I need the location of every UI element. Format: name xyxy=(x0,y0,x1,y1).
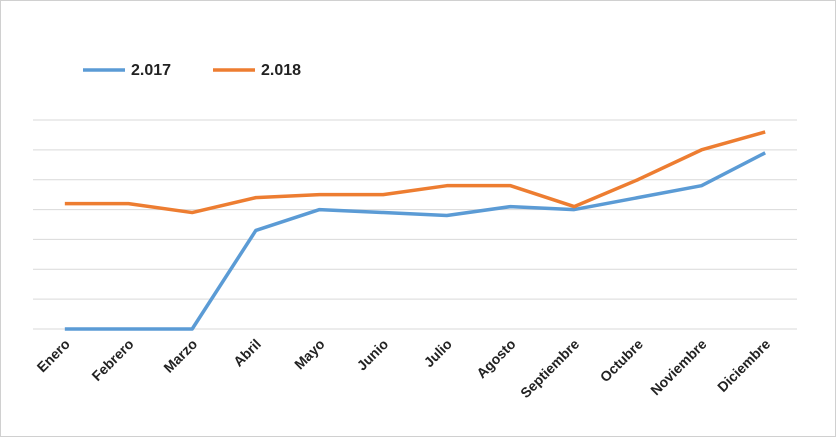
legend-label: 2.018 xyxy=(261,62,301,79)
legend-label: 2.017 xyxy=(131,62,171,79)
line-series xyxy=(64,151,766,331)
line-series xyxy=(64,130,766,215)
